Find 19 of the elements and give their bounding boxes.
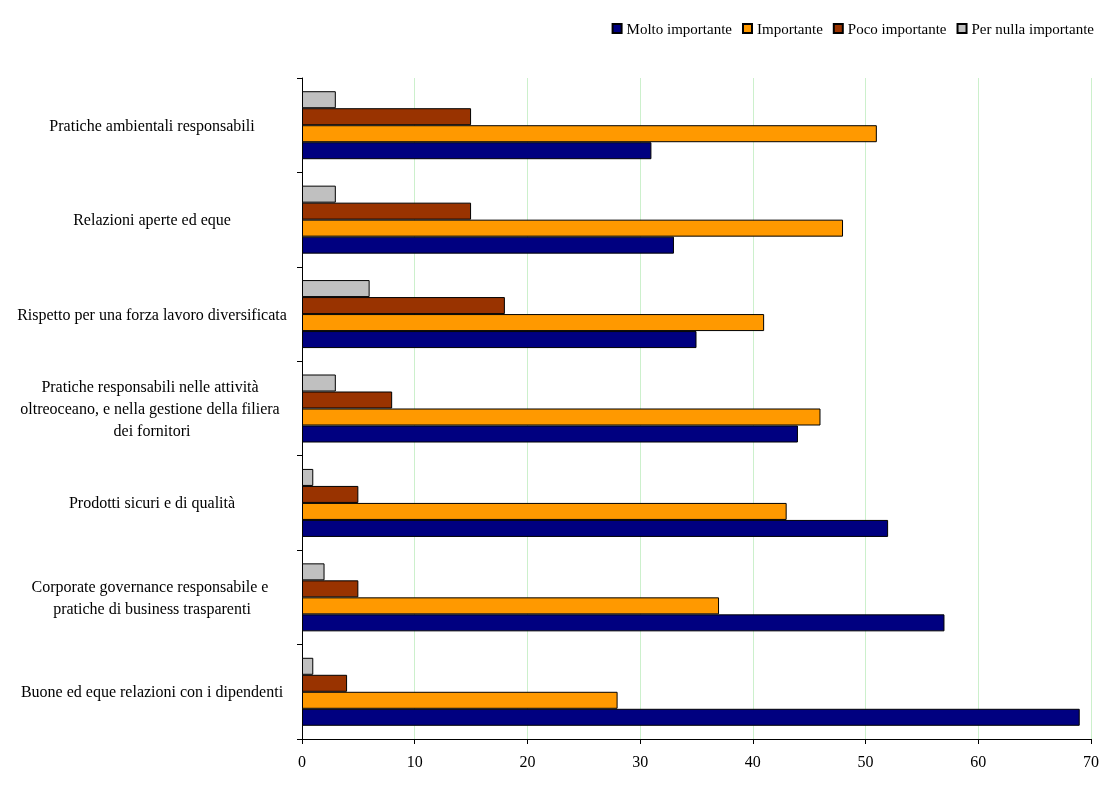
legend-label: Per nulla importante <box>971 20 1095 37</box>
y-tick-label: Pratiche ambientali responsabili <box>49 116 256 135</box>
x-tick-label: 10 <box>406 752 423 770</box>
x-tick-label: 60 <box>970 752 987 770</box>
x-tick-label: 50 <box>857 752 874 770</box>
y-tick-label: Rispetto per una forza lavoro diversificata <box>17 305 287 324</box>
y-tick-label: Prodotti sicuri e di qualità <box>68 494 236 513</box>
legend-label: Importante <box>756 20 824 37</box>
y-tick-label: Buone ed eque relazioni con i dipendenti <box>20 683 284 702</box>
legend-label: Molto importante <box>626 20 733 37</box>
y-tick-label: Pratiche responsabili nelle attività oltreoceano, e nella gestione della filiera dei fornitori <box>20 378 284 439</box>
y-tick-label: Corporate governance responsabile e pratiche di business trasparenti <box>31 577 273 618</box>
x-tick-label: 20 <box>519 752 536 770</box>
legend-label: Poco importante <box>847 20 947 37</box>
x-tick-label: 40 <box>744 752 761 770</box>
x-tick-label: 30 <box>632 752 649 770</box>
x-tick-label: 0 <box>298 752 306 770</box>
y-tick-label: Relazioni aperte ed eque <box>73 211 231 230</box>
x-tick-label: 70 <box>1083 752 1099 770</box>
